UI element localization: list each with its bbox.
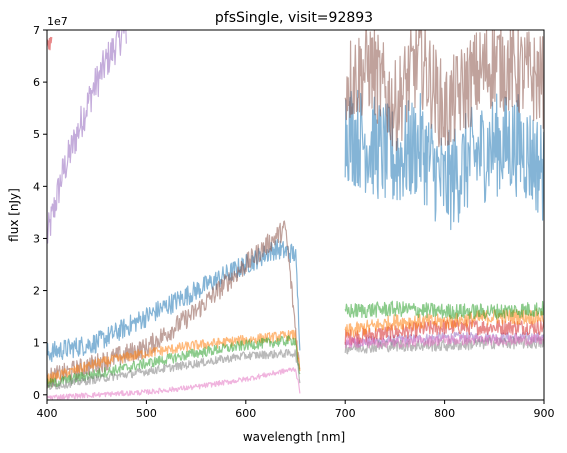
- spectrum-series-line: [47, 36, 53, 51]
- spectrum-series-line: [47, 238, 301, 363]
- x-tick-label: 700: [335, 407, 356, 420]
- y-tick-label: 0: [33, 389, 40, 402]
- y-tick-label: 7: [33, 24, 40, 37]
- y-multiplier-label: 1e7: [47, 15, 68, 28]
- spectrum-series-line: [344, 30, 544, 152]
- spectrum-series-line: [344, 308, 544, 338]
- spectrum-series-line: [344, 89, 544, 231]
- y-axis-label: flux [nJy]: [7, 188, 21, 242]
- chart-title: pfsSingle, visit=92893: [215, 10, 373, 26]
- spectrum-series-line: [344, 300, 544, 320]
- spectrum-series-line: [47, 220, 301, 389]
- x-tick-label: 900: [534, 407, 555, 420]
- spectrum-series-line: [47, 329, 301, 385]
- y-tick-label: 6: [33, 76, 40, 89]
- spectrum-series-line: [47, 348, 301, 391]
- plot-frame: [46, 29, 545, 401]
- x-tick-label: 800: [434, 407, 455, 420]
- x-axis-label: wavelength [nm]: [243, 430, 345, 444]
- y-tick-label: 4: [33, 180, 40, 193]
- y-tick-label: 2: [33, 285, 40, 298]
- x-tick-label: 600: [235, 407, 256, 420]
- ticks-layer: 400 500 600 700 800 900 0 1 2 3 4 5 6 7: [33, 24, 555, 420]
- y-tick-label: 3: [33, 232, 40, 245]
- y-tick-label: 5: [33, 128, 40, 141]
- spectrum-series-line: [344, 319, 544, 346]
- spectrum-series-line: [344, 335, 544, 355]
- x-tick-label: 400: [37, 407, 58, 420]
- spectrum-series-line: [47, 335, 301, 389]
- spectrum-series-line: [47, 30, 127, 244]
- spectrum-series-line: [47, 367, 301, 400]
- series-layer: [47, 30, 544, 400]
- y-tick-label: 1: [33, 337, 40, 350]
- x-tick-label: 500: [136, 407, 157, 420]
- spectrum-series-line: [344, 334, 544, 349]
